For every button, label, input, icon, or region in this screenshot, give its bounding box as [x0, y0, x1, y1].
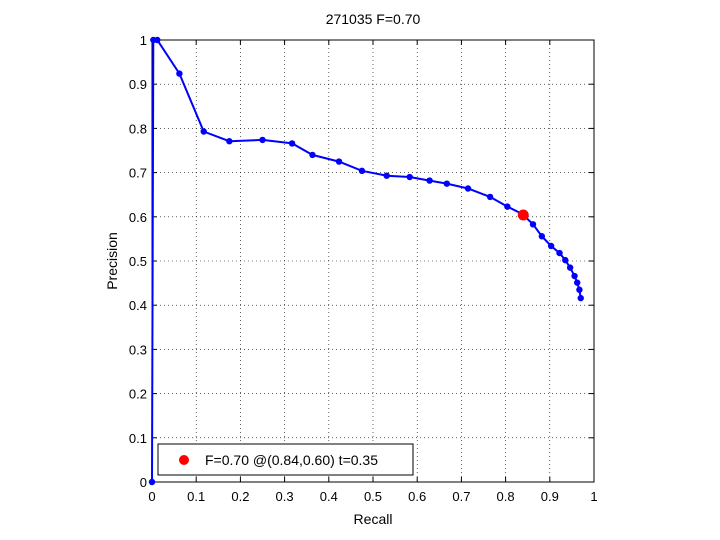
x-tick-labels: 0 0.1 0.2 0.3 0.4 0.5 0.6 0.7 0.8 0.9 1 — [148, 489, 597, 504]
y-tick-label: 0.2 — [129, 387, 147, 402]
series-point — [148, 478, 156, 486]
x-tick-label: 0.1 — [187, 489, 205, 504]
y-tick-label: 0.3 — [129, 342, 147, 357]
x-tick-label: 0 — [148, 489, 155, 504]
series-point — [504, 203, 511, 210]
x-tick-label: 0.5 — [364, 489, 382, 504]
series-point — [259, 136, 266, 144]
x-tick-label: 0.8 — [497, 489, 515, 504]
series-point — [562, 256, 569, 264]
series-point — [426, 177, 433, 184]
series-point — [200, 128, 207, 135]
series-point — [443, 180, 451, 187]
x-tick-label: 0.3 — [276, 489, 294, 504]
y-axis-title: Precision — [104, 232, 120, 290]
series-point — [406, 173, 413, 181]
y-tick-label: 0.6 — [129, 210, 147, 225]
series-point — [176, 70, 183, 77]
series-layer — [148, 36, 584, 486]
y-tick-label: 0 — [140, 475, 147, 490]
series-point — [335, 158, 343, 165]
y-tick-label: 1 — [140, 33, 147, 48]
best-f-point — [517, 209, 529, 221]
y-tick-label: 0.8 — [129, 121, 147, 136]
series-point — [288, 140, 296, 147]
series-point — [574, 279, 581, 286]
series-point — [576, 286, 583, 293]
series-point — [556, 249, 563, 257]
y-tick-label: 0.9 — [129, 77, 147, 92]
x-tick-label: 1 — [590, 489, 597, 504]
legend-marker — [179, 455, 189, 465]
series-point — [358, 167, 366, 175]
series-point — [566, 264, 574, 271]
y-tick-label: 0.4 — [129, 298, 147, 313]
x-tick-label: 0.4 — [320, 489, 338, 504]
series-point — [547, 242, 555, 250]
series-point — [383, 172, 390, 179]
series-point — [538, 233, 546, 240]
y-tick-label: 0.1 — [129, 431, 147, 446]
x-axis-title: Recall — [354, 511, 393, 527]
x-tick-label: 0.9 — [541, 489, 559, 504]
series-point — [464, 185, 472, 192]
series-point — [529, 221, 537, 228]
series-point — [154, 36, 161, 44]
x-tick-label: 0.2 — [231, 489, 249, 504]
series-point — [571, 272, 578, 280]
legend: F=0.70 @(0.84,0.60) t=0.35 — [157, 443, 414, 476]
series-point — [226, 138, 233, 145]
x-tick-label: 0.7 — [452, 489, 470, 504]
legend-box — [157, 443, 414, 476]
y-tick-label: 0.5 — [129, 254, 147, 269]
x-tick-label: 0.6 — [408, 489, 426, 504]
series-point — [309, 151, 316, 159]
legend-text: F=0.70 @(0.84,0.60) t=0.35 — [205, 452, 378, 468]
chart-title: 271035 F=0.70 — [326, 11, 421, 27]
y-tick-label: 0.7 — [129, 166, 147, 181]
y-tick-labels: 0 0.1 0.2 0.3 0.4 0.5 0.6 0.7 0.8 0.9 1 — [129, 33, 147, 490]
series-point — [577, 294, 584, 302]
series-point — [486, 193, 494, 201]
